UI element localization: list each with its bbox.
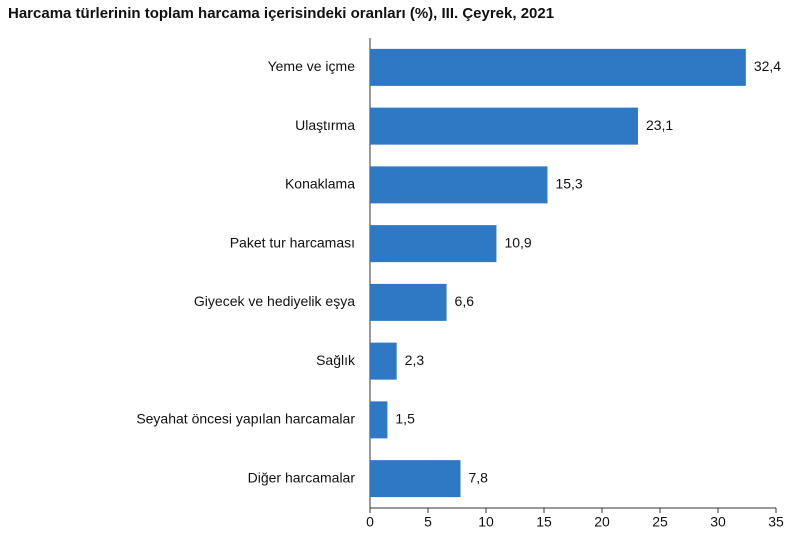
- y-tick-label: Ulaştırma: [295, 117, 355, 133]
- x-tick-label: 30: [710, 514, 726, 530]
- value-label: 23,1: [646, 117, 673, 133]
- x-tick-label: 15: [536, 514, 552, 530]
- y-tick-label: Diğer harcamalar: [248, 469, 356, 485]
- x-tick-label: 35: [768, 514, 784, 530]
- y-tick-label: Seyahat öncesi yapılan harcamalar: [136, 411, 355, 427]
- value-label: 6,6: [455, 293, 475, 309]
- bar: [370, 342, 397, 380]
- y-tick-label: Sağlık: [316, 352, 356, 368]
- x-tick-label: 5: [424, 514, 432, 530]
- y-tick-label: Giyecek ve hediyelik eşya: [194, 293, 355, 309]
- y-tick-label: Konaklama: [285, 176, 355, 192]
- bar: [370, 48, 746, 86]
- chart-title: Harcama türlerinin toplam harcama içeris…: [8, 5, 554, 22]
- value-label: 15,3: [555, 176, 582, 192]
- bar: [370, 401, 388, 439]
- value-label: 10,9: [504, 234, 531, 250]
- value-label: 32,4: [754, 58, 781, 74]
- value-label: 7,8: [468, 469, 488, 485]
- bar: [370, 107, 638, 145]
- x-tick-label: 10: [478, 514, 494, 530]
- value-label: 2,3: [405, 352, 425, 368]
- bar: [370, 283, 447, 321]
- bar: [370, 166, 548, 204]
- bar: [370, 225, 497, 263]
- value-label: 1,5: [395, 411, 415, 427]
- x-tick-label: 25: [652, 514, 668, 530]
- x-tick-label: 20: [594, 514, 610, 530]
- bar: [370, 460, 461, 498]
- y-tick-label: Yeme ve içme: [268, 58, 356, 74]
- y-tick-label: Paket tur harcaması: [230, 234, 355, 250]
- x-tick-label: 0: [366, 514, 374, 530]
